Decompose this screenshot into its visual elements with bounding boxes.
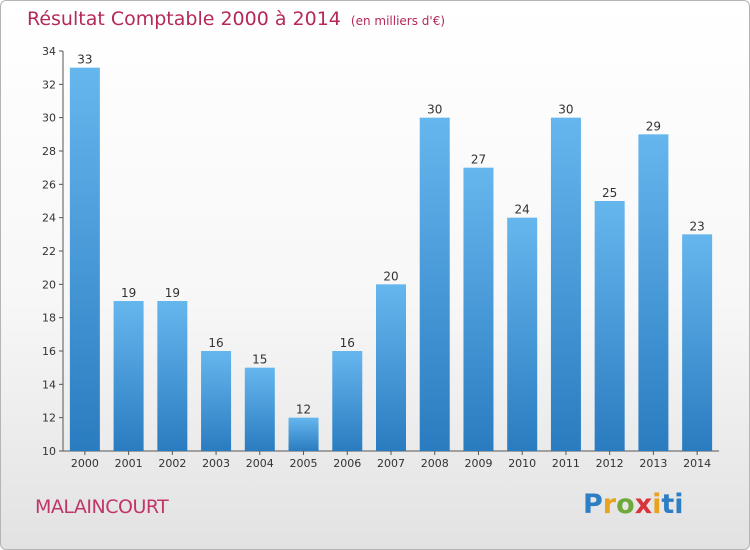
x-tick-label: 2005 <box>290 457 318 470</box>
bar <box>682 234 713 451</box>
logo-letter: i <box>652 489 662 520</box>
y-tick-label: 24 <box>42 212 56 225</box>
y-tick-label: 22 <box>42 245 56 258</box>
y-tick-label: 20 <box>42 278 56 291</box>
logo-letter: t <box>661 489 675 520</box>
x-tick-label: 2008 <box>421 457 449 470</box>
bar <box>157 301 188 451</box>
y-tick-label: 34 <box>42 45 56 58</box>
bar-value-label: 27 <box>471 153 486 167</box>
x-tick-label: 2002 <box>158 457 186 470</box>
bar <box>550 117 581 452</box>
x-tick-label: 2012 <box>596 457 624 470</box>
bar-value-label: 15 <box>252 353 267 367</box>
bar <box>201 351 232 451</box>
x-tick-label: 2003 <box>202 457 230 470</box>
bar-value-label: 20 <box>383 269 398 283</box>
y-tick-label: 16 <box>42 345 56 358</box>
x-tick-label: 2014 <box>683 457 711 470</box>
bar-value-label: 19 <box>121 286 136 300</box>
x-tick-label: 2011 <box>552 457 580 470</box>
chart-subtitle: (en milliers d'€) <box>350 14 446 28</box>
bar <box>419 117 450 452</box>
logo-letter: i <box>674 489 684 520</box>
bar <box>507 217 538 451</box>
bar-value-label: 29 <box>646 119 661 133</box>
logo-letter: P <box>583 489 603 520</box>
bar <box>244 367 275 451</box>
bar-value-label: 30 <box>427 103 442 117</box>
bar <box>463 167 494 451</box>
bar <box>376 284 406 451</box>
bar-value-label: 33 <box>77 53 92 67</box>
bar-value-label: 24 <box>515 203 530 217</box>
y-tick-label: 30 <box>42 112 56 125</box>
chart-bars: 33 19 19 16 15 12 16 20 30 27 24 30 25 29 23 <box>69 53 713 452</box>
bar <box>113 301 144 451</box>
x-tick-label: 2001 <box>115 457 143 470</box>
commune-name: MALAINCOURT <box>35 496 169 518</box>
x-tick-label: 2010 <box>508 457 536 470</box>
y-tick-label: 26 <box>42 178 56 191</box>
bar-value-label: 16 <box>208 336 223 350</box>
bar-value-label: 25 <box>602 186 617 200</box>
bar-value-label: 23 <box>689 219 704 233</box>
bar <box>288 417 319 451</box>
x-tick-label: 2007 <box>377 457 405 470</box>
bar <box>69 67 100 452</box>
logo-letter: x <box>634 489 653 520</box>
proxiti-logo: Proxiti <box>583 489 684 520</box>
x-tick-label: 2000 <box>71 457 99 470</box>
bar-value-label: 30 <box>558 103 573 117</box>
chart-title: Résultat Comptable 2000 à 2014 (en millie… <box>27 8 445 30</box>
x-tick-label: 2006 <box>333 457 361 470</box>
y-tick-label: 32 <box>42 78 56 91</box>
y-tick-label: 10 <box>42 445 56 458</box>
logo-letter: o <box>616 489 635 520</box>
y-tick-label: 18 <box>42 312 56 325</box>
y-tick-label: 28 <box>42 145 56 158</box>
bar-value-label: 19 <box>165 286 180 300</box>
bar <box>594 201 625 451</box>
bar-value-label: 12 <box>296 403 311 417</box>
bar <box>332 351 363 451</box>
bar-value-label: 16 <box>340 336 355 350</box>
x-tick-label: 2009 <box>464 457 492 470</box>
y-tick-label: 12 <box>42 412 56 425</box>
chart-title-text: Résultat Comptable 2000 à 2014 <box>27 8 341 30</box>
x-tick-label: 2004 <box>246 457 274 470</box>
x-tick-label: 2013 <box>639 457 667 470</box>
bar <box>638 134 669 452</box>
y-tick-label: 14 <box>42 378 56 391</box>
logo-letter: r <box>602 489 617 520</box>
